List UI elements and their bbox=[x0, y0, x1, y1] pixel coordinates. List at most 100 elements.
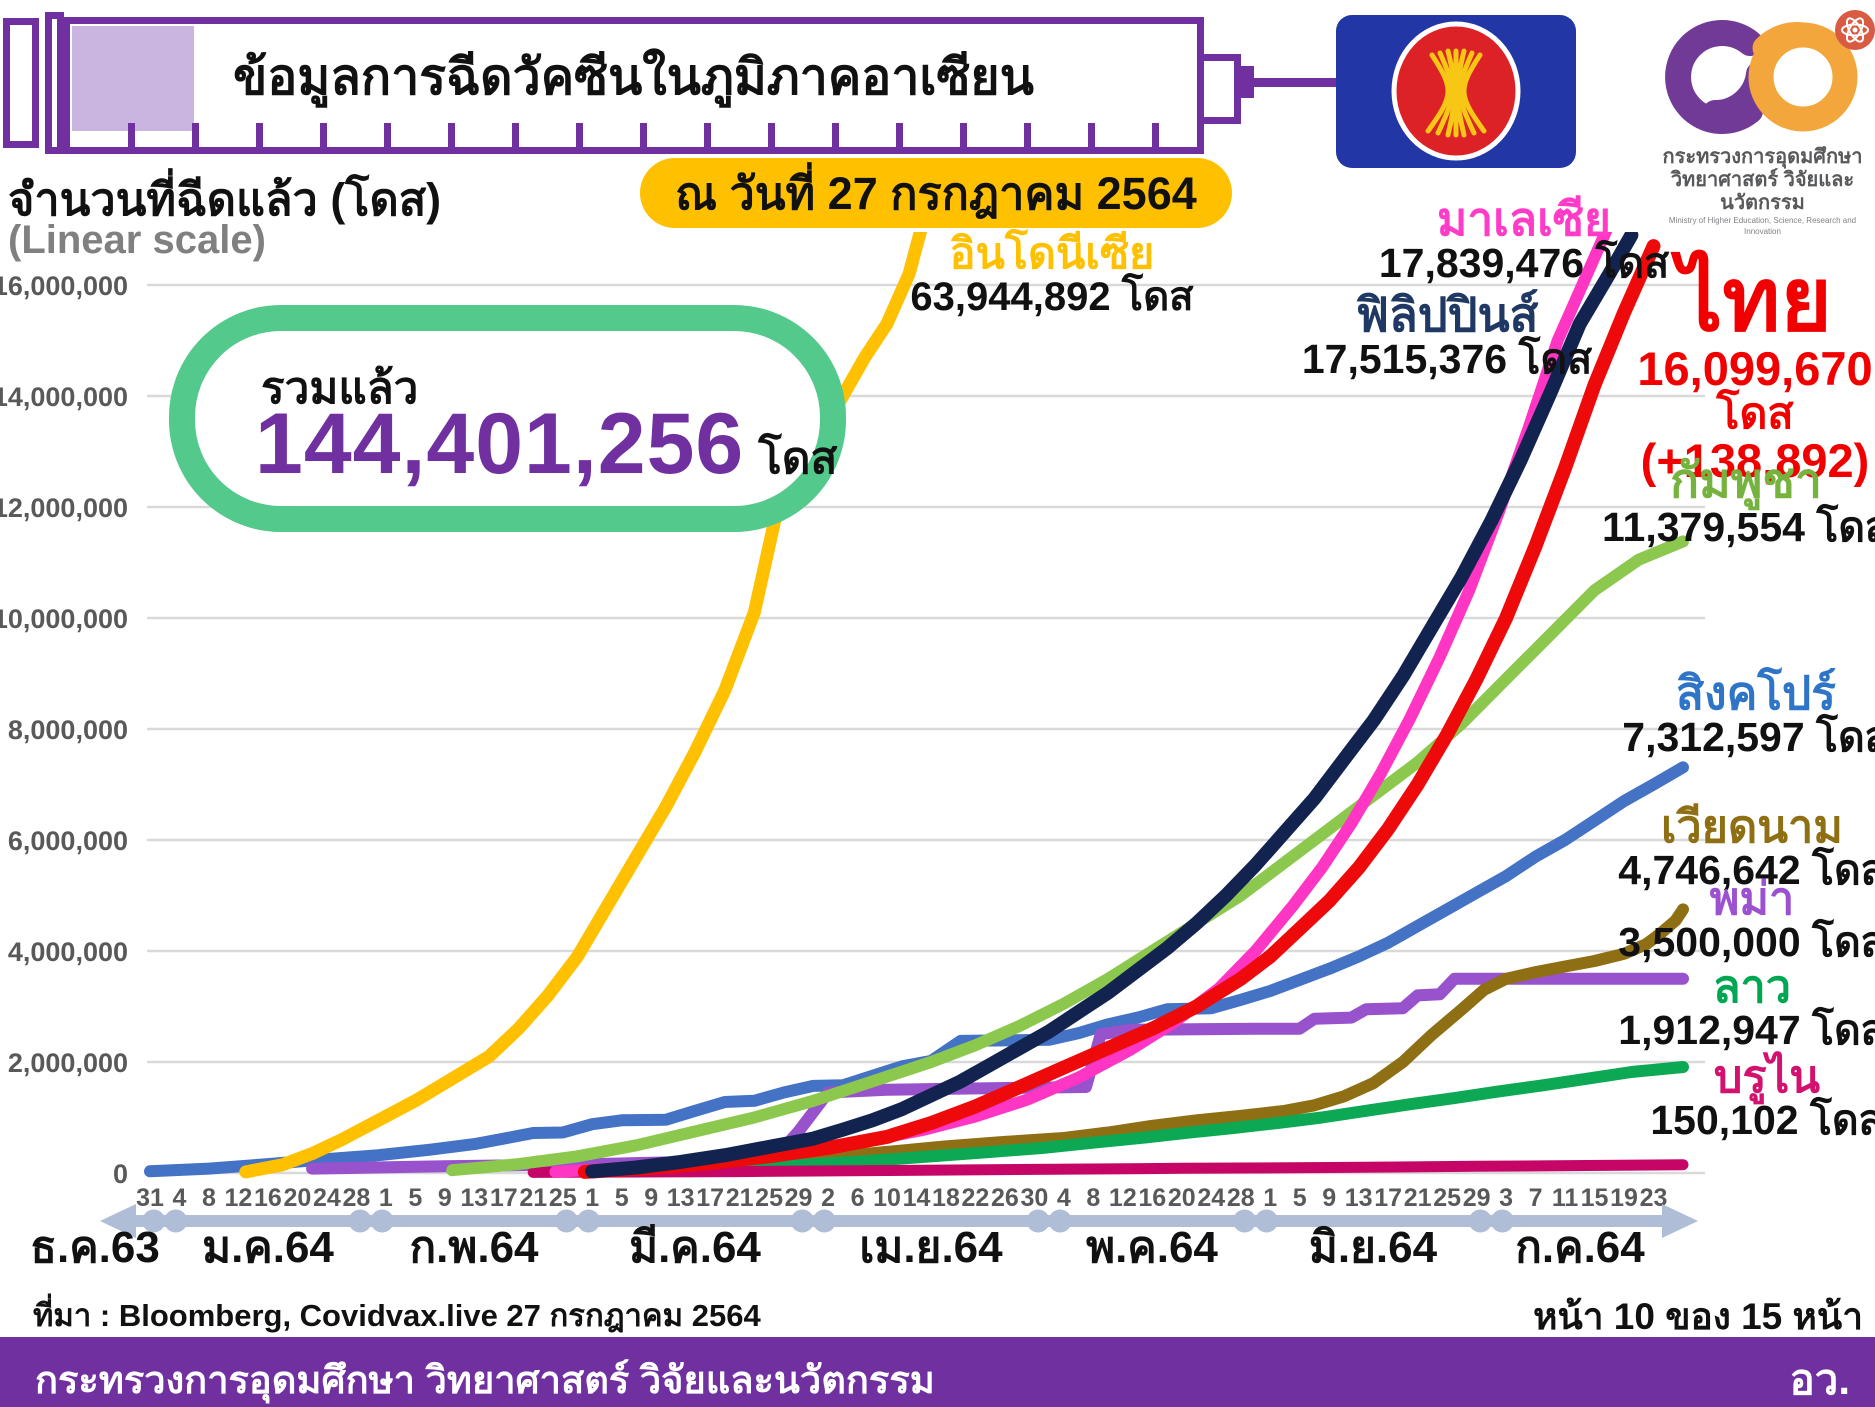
date-badge-text: ณ วันที่ 27 กรกฎาคม 2564 bbox=[675, 168, 1197, 219]
x-axis-tick-label: 28 bbox=[1227, 1184, 1255, 1212]
timeline-month-node bbox=[142, 1209, 166, 1233]
syringe-scale-tick bbox=[320, 123, 327, 147]
timeline-arrowhead-right bbox=[1662, 1204, 1698, 1238]
x-axis-tick-label: 5 bbox=[1293, 1184, 1307, 1212]
x-axis-tick-label: 16 bbox=[1138, 1184, 1166, 1212]
x-axis-tick-label: 1 bbox=[379, 1184, 393, 1212]
timeline-month-node bbox=[1026, 1209, 1050, 1233]
x-axis-tick-label: 11 bbox=[1552, 1184, 1579, 1212]
x-axis-tick-label: 29 bbox=[785, 1184, 813, 1212]
x-axis-tick-label: 30 bbox=[1020, 1184, 1048, 1212]
x-axis-tick-label: 3 bbox=[1499, 1184, 1513, 1212]
timeline-month-node bbox=[576, 1209, 600, 1233]
x-axis-tick-label: 8 bbox=[202, 1184, 216, 1212]
timeline-month-node bbox=[790, 1209, 814, 1233]
syringe-scale-tick bbox=[640, 123, 647, 147]
timeline-month-node bbox=[370, 1209, 394, 1233]
page-title: ข้อมูลการฉีดวัคซีนในภูมิภาคอาเซียน bbox=[233, 49, 1034, 105]
month-label: ก.พ.64 bbox=[409, 1223, 539, 1272]
scale-note: (Linear scale) bbox=[8, 218, 266, 262]
y-axis-tick-label: 2,000,000 bbox=[8, 1048, 128, 1078]
syringe-scale-tick bbox=[1024, 123, 1031, 147]
syringe-scale-tick bbox=[704, 123, 711, 147]
syringe-scale-tick bbox=[960, 123, 967, 147]
series-line-vietnam bbox=[645, 903, 1689, 1178]
timeline-month-node bbox=[348, 1209, 372, 1233]
x-axis-tick-label: 2 bbox=[821, 1184, 835, 1212]
x-axis-tick-label: 25 bbox=[1433, 1184, 1461, 1212]
y-axis-tick-label: 8,000,000 bbox=[8, 715, 128, 745]
page-number: หน้า 10 ของ 15 หน้า bbox=[1533, 1296, 1863, 1337]
x-axis-tick-label: 21 bbox=[1404, 1184, 1432, 1212]
x-axis-tick-label: 9 bbox=[438, 1184, 452, 1212]
timeline-month-node bbox=[164, 1209, 188, 1233]
syringe-header: ข้อมูลการฉีดวัคซีนในภูมิภาคอาเซียน bbox=[0, 0, 1875, 230]
ministry-logo-icon bbox=[1665, 10, 1875, 134]
syringe-needle bbox=[1254, 78, 1338, 87]
x-axis-tick-label: 1 bbox=[585, 1184, 599, 1212]
syringe-scale-tick bbox=[1088, 123, 1095, 147]
total-unit: โดส bbox=[758, 434, 838, 483]
asean-flag-icon bbox=[1336, 15, 1576, 168]
x-axis-tick-label: 19 bbox=[1610, 1184, 1638, 1212]
x-axis-tick-label: 9 bbox=[644, 1184, 658, 1212]
x-axis-tick-label: 31 bbox=[136, 1184, 164, 1212]
ministry-name-line1: กระทรวงการอุดมศึกษา bbox=[1662, 146, 1863, 168]
y-axis-tick-label: 6,000,000 bbox=[8, 826, 128, 856]
x-axis-tick-label: 25 bbox=[549, 1184, 577, 1212]
series-line-philippines bbox=[585, 232, 1639, 1179]
x-axis-tick-label: 18 bbox=[932, 1184, 960, 1212]
series-line-cambodia bbox=[446, 535, 1689, 1177]
syringe-plunger-end bbox=[3, 18, 39, 148]
total-value: 144,401,256 bbox=[255, 396, 745, 492]
syringe-scale-tick bbox=[832, 123, 839, 147]
x-axis-tick-label: 13 bbox=[1345, 1184, 1373, 1212]
ministry-name-line2: วิทยาศาสตร์ วิจัยและนวัตกรรม bbox=[1670, 169, 1855, 214]
x-axis-tick-label: 12 bbox=[1109, 1184, 1137, 1212]
x-axis-tick-label: 17 bbox=[696, 1184, 724, 1212]
y-axis-tick-label: 4,000,000 bbox=[8, 937, 128, 967]
x-axis-tick-label: 7 bbox=[1529, 1184, 1543, 1212]
syringe-nozzle-tip bbox=[1238, 66, 1254, 98]
total-label: รวมแล้ว bbox=[261, 364, 419, 413]
syringe-nozzle bbox=[1197, 54, 1241, 124]
month-label: มิ.ย.64 bbox=[1309, 1223, 1438, 1272]
syringe-plunger-flange bbox=[45, 12, 64, 154]
x-axis-tick-label: 14 bbox=[903, 1184, 931, 1212]
footer-ministry-name: กระทรวงการอุดมศึกษา วิทยาศาสตร์ วิจัยและ… bbox=[35, 1360, 935, 1402]
month-label: พ.ค.64 bbox=[1086, 1223, 1218, 1272]
x-axis-tick-label: 4 bbox=[173, 1184, 187, 1212]
x-axis-tick-label: 24 bbox=[1197, 1184, 1225, 1212]
series-line-laos bbox=[682, 1061, 1689, 1178]
syringe-scale-tick bbox=[576, 123, 583, 147]
x-axis-tick-label: 25 bbox=[755, 1184, 783, 1212]
ministry-logo-text: กระทรวงการอุดมศึกษา วิทยาศาสตร์ วิจัยและ… bbox=[1650, 146, 1875, 237]
x-axis-tick-label: 1 bbox=[1263, 1184, 1277, 1212]
x-axis-tick-label: 20 bbox=[283, 1184, 311, 1212]
x-axis-tick-label: 9 bbox=[1322, 1184, 1336, 1212]
timeline-month-node bbox=[1490, 1209, 1514, 1233]
x-axis-tick-label: 21 bbox=[519, 1184, 547, 1212]
x-axis-tick-label: 13 bbox=[460, 1184, 488, 1212]
timeline-month-node bbox=[1048, 1209, 1072, 1233]
y-axis-tick-label: 0 bbox=[113, 1159, 128, 1189]
x-axis-tick-label: 4 bbox=[1057, 1184, 1071, 1212]
asean-flag bbox=[1336, 15, 1576, 175]
source-citation: ที่มา : Bloomberg, Covidvax.live 27 กรกฎ… bbox=[33, 1298, 761, 1333]
x-axis-tick-label: 28 bbox=[342, 1184, 370, 1212]
syringe-scale-tick bbox=[768, 123, 775, 147]
x-axis-tick-label: 6 bbox=[851, 1184, 865, 1212]
x-axis-tick-label: 20 bbox=[1168, 1184, 1196, 1212]
timeline-month-node bbox=[1468, 1209, 1492, 1233]
syringe-scale-tick bbox=[128, 123, 135, 147]
x-axis-tick-label: 21 bbox=[726, 1184, 754, 1212]
x-axis-tick-label: 17 bbox=[490, 1184, 518, 1212]
syringe-scale-tick bbox=[896, 123, 903, 147]
timeline-month-node bbox=[812, 1209, 836, 1233]
y-axis-tick-label: 14,000,000 bbox=[0, 382, 128, 412]
syringe-fill bbox=[72, 26, 194, 131]
syringe-scale-tick bbox=[1152, 123, 1159, 147]
syringe-scale-tick bbox=[512, 123, 519, 147]
syringe-scale-tick bbox=[448, 123, 455, 147]
